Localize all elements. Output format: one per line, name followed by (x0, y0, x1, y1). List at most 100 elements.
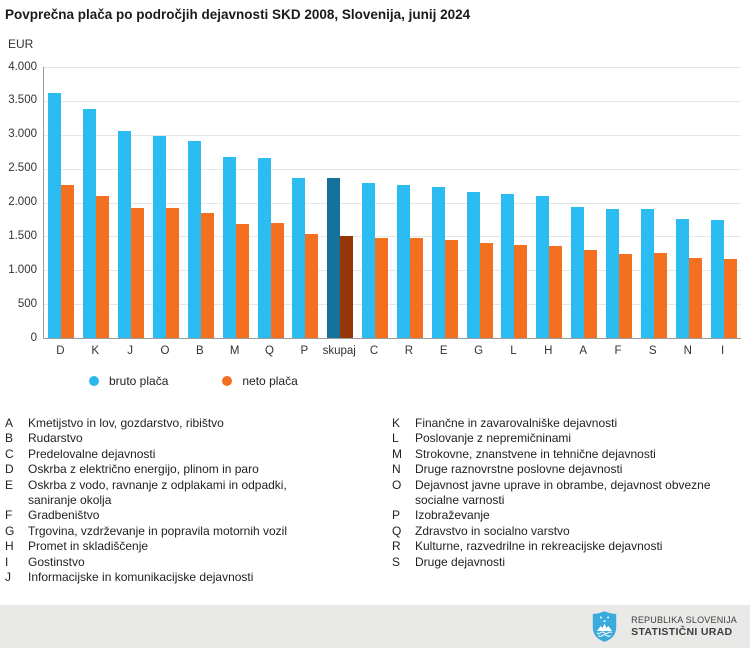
bar-neto-C (375, 238, 389, 338)
activity-item-K: K Finančne in zavarovalniške dejavnosti (392, 416, 745, 431)
activity-code: H (5, 539, 14, 554)
y-tick-label-500: 500 (17, 297, 37, 310)
bar-bruto-J (118, 131, 132, 338)
activity-code: F (5, 508, 13, 523)
bar-neto-S (653, 252, 667, 338)
activity-label: Izobraževanje (415, 508, 490, 523)
bar-bruto-L (501, 194, 515, 338)
x-axis-label-L: L (510, 345, 517, 357)
bar-bruto-B (187, 140, 201, 338)
bar-bruto-O (152, 136, 166, 338)
activity-label: Druge raznovrstne poslovne dejavnosti (415, 462, 623, 477)
x-axis-label-H: H (544, 345, 553, 357)
activity-code: G (5, 523, 15, 538)
activity-item-R: R Kulturne, razvedrilne in rekreacijske d… (392, 539, 745, 554)
bar-bruto-K (83, 109, 97, 338)
bar-neto-L (514, 244, 528, 338)
bar-neto-A (584, 249, 598, 338)
bar-neto-I (723, 259, 737, 338)
activity-label: Kmetijstvo in lov, gozdarstvo, ribištvo (28, 416, 224, 430)
activity-code: R (392, 539, 401, 554)
activity-code: C (5, 446, 14, 461)
bar-neto-P (305, 234, 319, 338)
bar-neto-M (235, 223, 249, 338)
activity-code: N (392, 462, 401, 477)
activity-code: S (392, 554, 401, 569)
activity-legend-left-column: A Kmetijstvo in lov, gozdarstvo, ribištvo… (5, 416, 392, 585)
x-axis-label-R: R (404, 345, 414, 357)
activity-label: Finančne in zavarovalniške dejavnosti (415, 416, 618, 430)
gridline-3500 (44, 100, 741, 102)
activity-code: J (5, 570, 11, 585)
y-tick-label-3000: 3.000 (8, 128, 37, 141)
bar-bruto-E (431, 187, 445, 338)
y-axis-unit-label: EUR (8, 37, 34, 51)
activity-code-legend: A Kmetijstvo in lov, gozdarstvo, ribištvo… (5, 416, 745, 585)
gridline-2000 (44, 202, 741, 204)
page-title: Povprečna plača po področjih dejavnosti … (5, 7, 471, 22)
legend-item-bruto: bruto plača (89, 374, 168, 388)
activity-label: Zdravstvo in socialno varstvo (415, 523, 570, 538)
gridline-1500 (44, 236, 741, 238)
activity-label: Dejavnost javne uprave in obrambe, dejav… (415, 477, 711, 508)
activity-label: Oskrba z električno energijo, plinom in … (28, 462, 259, 477)
bar-neto-H (549, 246, 563, 338)
activity-item-I: I Gostinstvo (5, 555, 392, 570)
y-tick-label-1000: 1.000 (8, 263, 37, 276)
y-tick-label-0: 0 (30, 331, 37, 344)
activity-label: Kulturne, razvedrilne in rekreacijske de… (415, 539, 663, 554)
x-axis-label-C: C (369, 345, 379, 357)
activity-label: Promet in skladiščenje (28, 539, 149, 554)
gridline-4000 (44, 67, 741, 68)
activity-label: Druge dejavnosti (415, 554, 506, 569)
bar-bruto-M (222, 157, 236, 338)
activity-label: Informacijske in komunikacijske dejavnos… (28, 570, 254, 585)
activity-item-E: E Oskrba z vodo, ravnanje z odplakami in … (5, 478, 392, 509)
statistical-office-logo: REPUBLIKA SLOVENIJA STATISTIČNI URAD (591, 610, 737, 643)
bar-neto-skupaj (340, 235, 354, 338)
bar-neto-F (619, 253, 633, 338)
x-axis-label-P: P (300, 345, 309, 357)
bar-neto-B (200, 213, 214, 338)
bar-neto-G (479, 242, 493, 338)
activity-item-J: J Informacijske in komunikacijske dejavno… (5, 570, 392, 585)
bar-bruto-Q (257, 158, 271, 338)
activity-code: A (5, 416, 14, 430)
activity-label: Poslovanje z nepremičninami (415, 431, 572, 446)
bar-neto-E (444, 239, 458, 338)
bar-neto-R (409, 237, 423, 338)
activity-legend-right-column: K Finančne in zavarovalniške dejavnosti L P… (392, 416, 745, 585)
bar-bruto-D (48, 93, 62, 338)
y-tick-label-4000: 4.000 (8, 60, 37, 73)
x-axis-label-E: E (439, 345, 448, 357)
x-axis-label-Q: Q (265, 345, 274, 357)
activity-item-S: S Druge dejavnosti (392, 555, 745, 570)
activity-code: P (392, 508, 401, 523)
activity-item-A: A Kmetijstvo in lov, gozdarstvo, ribištvo (5, 416, 392, 431)
y-tick-label-2000: 2.000 (8, 196, 37, 208)
bar-bruto-N (675, 218, 689, 338)
legend-item-neto: neto plača (222, 374, 298, 388)
activity-item-G: G Trgovina, vzdrževanje in popravila moto… (5, 524, 392, 539)
y-tick-label-3500: 3.500 (8, 94, 37, 107)
bar-bruto-S (640, 209, 654, 338)
activity-item-Q: Q Zdravstvo in socialno varstvo (392, 524, 745, 539)
x-axis-label-M: M (229, 345, 240, 357)
x-axis-label-J: J (127, 345, 133, 357)
activity-item-M: M Strokovne, znanstvene in tehnične dejav… (392, 447, 745, 462)
gridline-1000 (44, 270, 741, 272)
x-axis-label-G: G (474, 345, 484, 357)
slovenia-coat-of-arms-icon (592, 611, 617, 642)
bar-bruto-A (571, 206, 585, 338)
activity-code: E (5, 477, 14, 492)
activity-code: M (392, 446, 402, 461)
gridline-2500 (44, 168, 741, 170)
bar-neto-K (96, 195, 110, 338)
y-tick-label-1500: 1.500 (8, 229, 37, 242)
activity-label: Rudarstvo (28, 431, 83, 446)
gridline-500 (44, 304, 741, 306)
bar-bruto-R (396, 184, 410, 338)
x-axis-label-F: F (614, 345, 622, 357)
chart-legend: bruto plača neto plača (89, 374, 298, 388)
